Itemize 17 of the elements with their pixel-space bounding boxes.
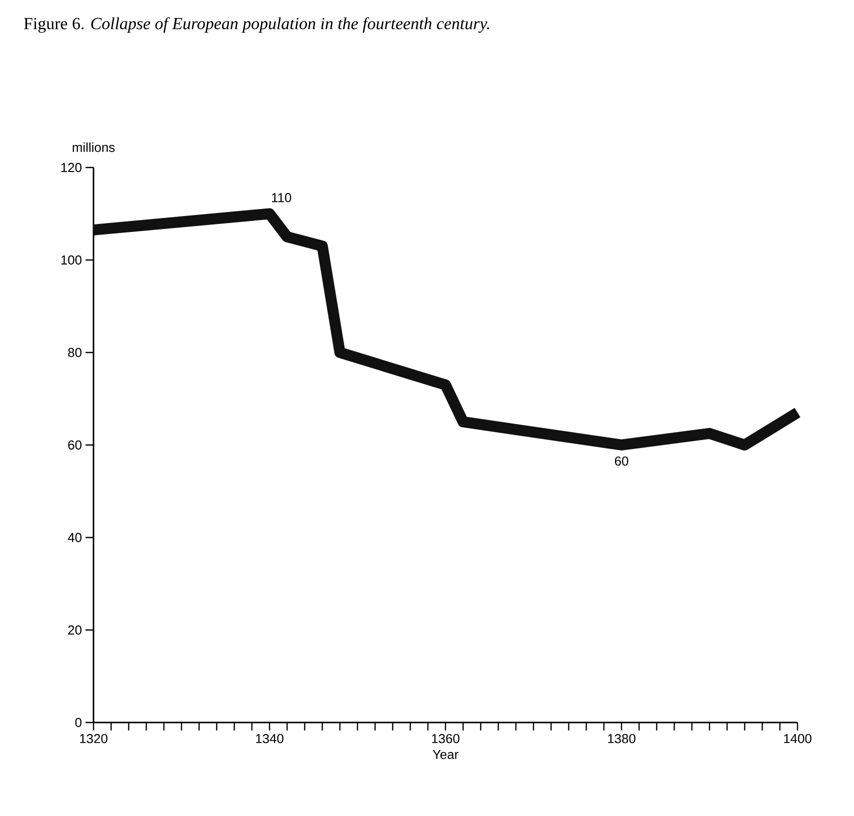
x-tick-label: 1360 xyxy=(432,734,460,744)
y-tick-label: 80 xyxy=(68,348,82,358)
y-tick-label: 20 xyxy=(68,625,82,635)
annotation: 110 xyxy=(272,193,292,202)
y-axis-title: millions xyxy=(72,142,115,152)
x-tick-label: 1340 xyxy=(256,734,284,744)
x-tick-label: 1320 xyxy=(80,734,108,744)
annotation: 60 xyxy=(614,456,628,466)
x-tick-label: 1380 xyxy=(608,734,636,744)
y-tick-label: 0 xyxy=(75,718,82,728)
x-axis-title: Year xyxy=(432,750,458,760)
y-tick-label: 40 xyxy=(68,532,82,542)
y-tick-label: 100 xyxy=(61,255,82,265)
chart-title: Figure 6. Collapse of European population in the fourteenth century. xyxy=(24,17,490,33)
y-tick-label: 60 xyxy=(68,440,82,450)
x-tick-label: 1400 xyxy=(784,734,812,744)
y-tick-label: 120 xyxy=(61,162,82,172)
